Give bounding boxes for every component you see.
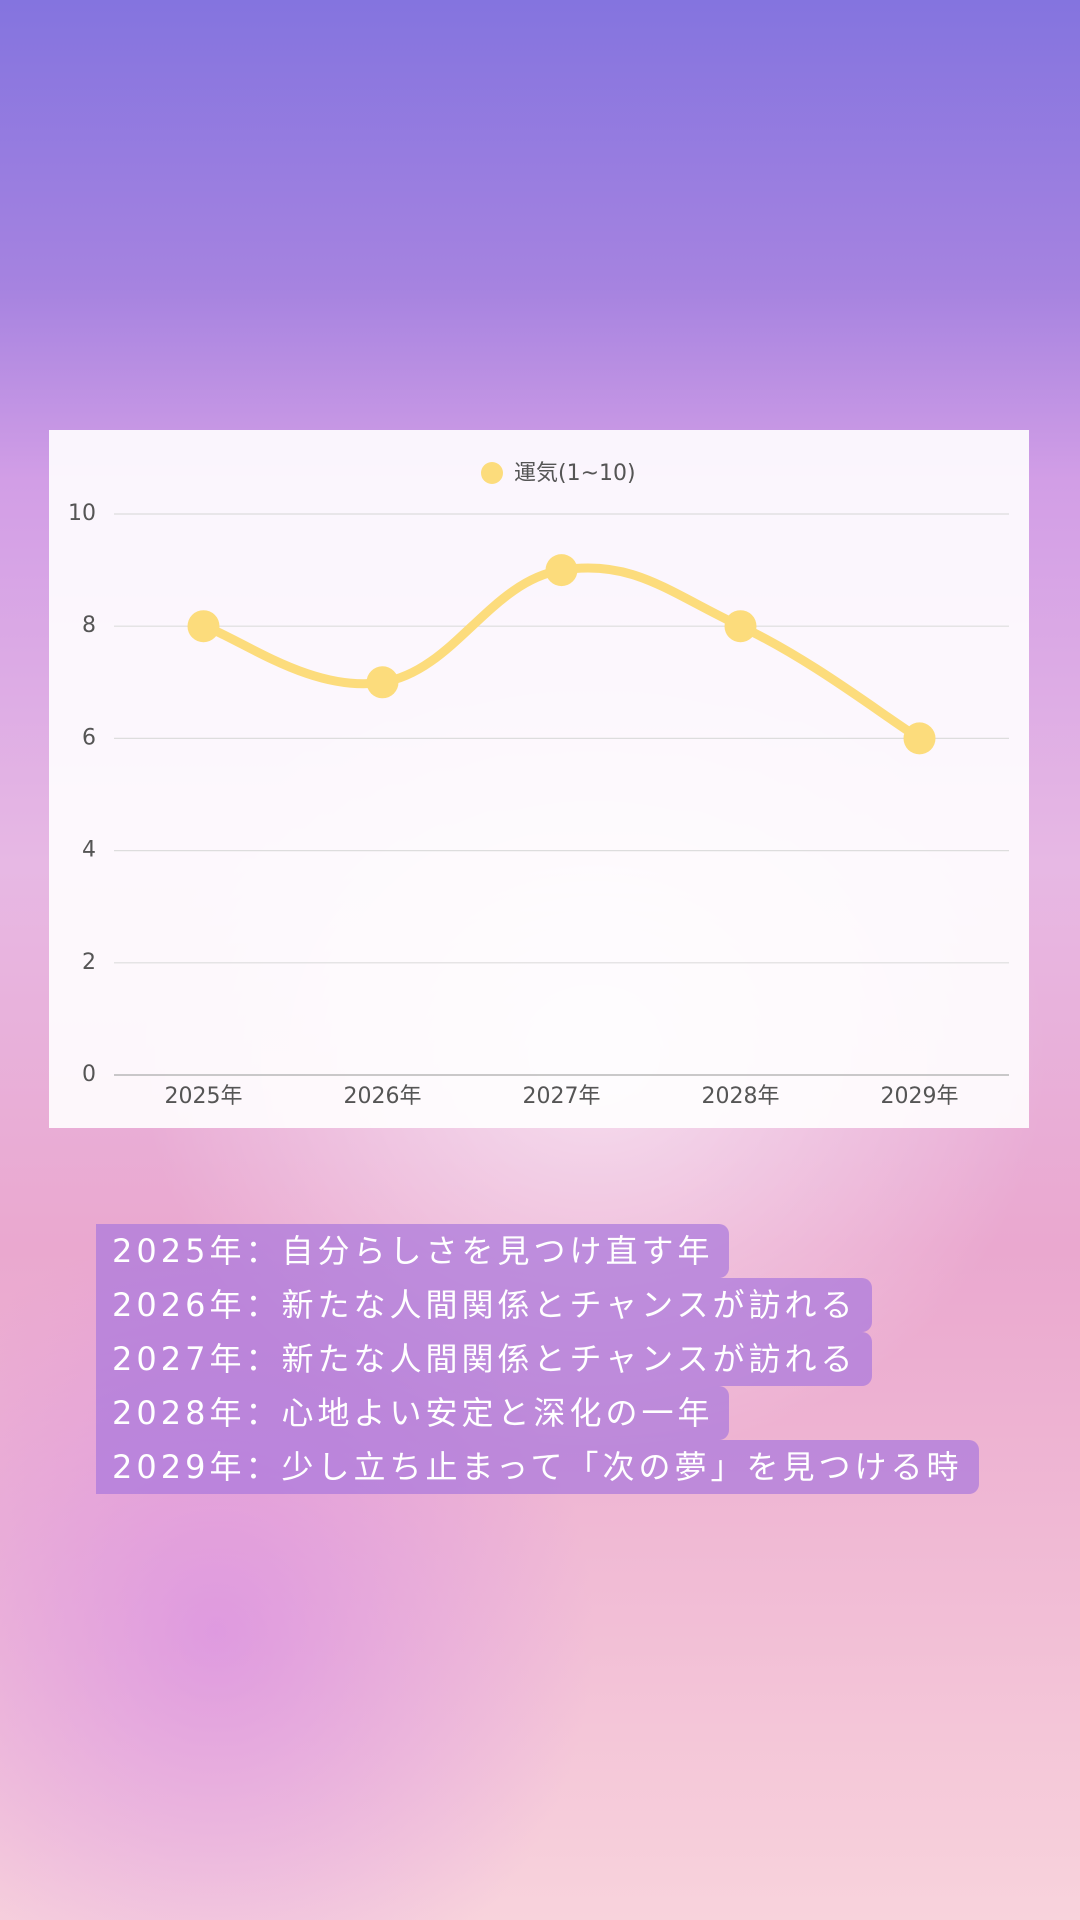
y-tick-label: 10 — [68, 501, 96, 526]
chart: 0 2 4 6 8 10 2025年 2026年 2027年 2028年 2029年 運気(1~10) — [68, 461, 1009, 1109]
legend-marker — [481, 462, 503, 484]
note-line: 2029年：少し立ち止まって「次の夢」を見つける時 — [96, 1440, 979, 1494]
y-tick-label: 4 — [82, 838, 96, 863]
note-line: 2028年：心地よい安定と深化の一年 — [96, 1386, 730, 1440]
point — [903, 722, 936, 755]
x-tick-label: 2028年 — [702, 1084, 780, 1109]
note-line: 2025年：自分らしさを見つけ直す年 — [96, 1224, 730, 1278]
y-tick-label: 2 — [82, 950, 96, 975]
note-line: 2027年：新たな人間関係とチャンスが訪れる — [96, 1332, 873, 1386]
x-tick-label: 2029年 — [881, 1084, 959, 1109]
notes: 2025年：自分らしさを見つけ直す年 2026年：新たな人間関係とチャンスが訪れる… — [96, 1224, 979, 1494]
point — [366, 666, 399, 699]
point — [187, 610, 220, 643]
y-tick-label: 0 — [82, 1062, 96, 1087]
legend-label: 運気(1~10) — [514, 461, 636, 486]
point — [724, 610, 757, 643]
y-tick-label: 8 — [82, 613, 96, 638]
x-tick-label: 2027年 — [523, 1084, 601, 1109]
chart-card: 0 2 4 6 8 10 2025年 2026年 2027年 2028年 2029年 運気(1~10) — [49, 430, 1029, 1128]
line — [199, 563, 924, 743]
y-tick-label: 6 — [82, 725, 96, 750]
x-tick-label: 2025年 — [165, 1084, 243, 1109]
note-line: 2026年：新たな人間関係とチャンスが訪れる — [96, 1278, 873, 1332]
point — [545, 554, 578, 587]
x-tick-label: 2026年 — [344, 1084, 422, 1109]
